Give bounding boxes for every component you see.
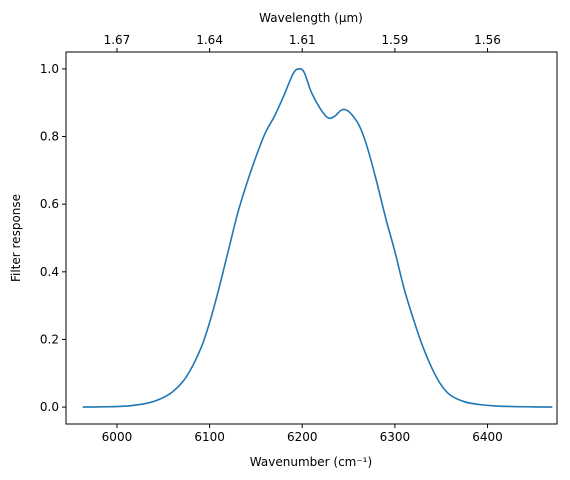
filter-response-line <box>82 67 553 408</box>
x-axis-ticks: 6000 6100 6200 6300 6400 <box>102 424 503 444</box>
y-axis-ticks: 0.0 0.2 0.4 0.6 0.8 1.0 <box>40 62 66 414</box>
top-tick-label: 1.56 <box>474 33 501 47</box>
y-tick-label: 0.4 <box>40 265 59 279</box>
top-tick-label: 1.61 <box>289 33 316 47</box>
x-axis-label: Wavenumber (cm⁻¹) <box>250 455 372 469</box>
series-layer <box>82 67 553 408</box>
x-tick-label: 6100 <box>194 430 225 444</box>
top-axis-label: Wavelength (μm) <box>259 11 363 25</box>
y-axis-label: Filter response <box>9 194 23 282</box>
y-tick-label: 0.8 <box>40 130 59 144</box>
x-tick-label: 6000 <box>102 430 133 444</box>
y-tick-label: 1.0 <box>40 62 59 76</box>
top-tick-label: 1.59 <box>382 33 409 47</box>
y-tick-label: 0.0 <box>40 400 59 414</box>
y-tick-label: 0.6 <box>40 197 59 211</box>
y-tick-label: 0.2 <box>40 332 59 346</box>
top-axis-ticks: 1.67 1.64 1.61 1.59 1.56 <box>104 33 501 52</box>
plot-frame <box>65 51 558 425</box>
top-tick-label: 1.67 <box>104 33 131 47</box>
top-tick-label: 1.64 <box>196 33 223 47</box>
x-tick-label: 6400 <box>472 430 503 444</box>
x-tick-label: 6200 <box>287 430 318 444</box>
x-tick-label: 6300 <box>380 430 411 444</box>
